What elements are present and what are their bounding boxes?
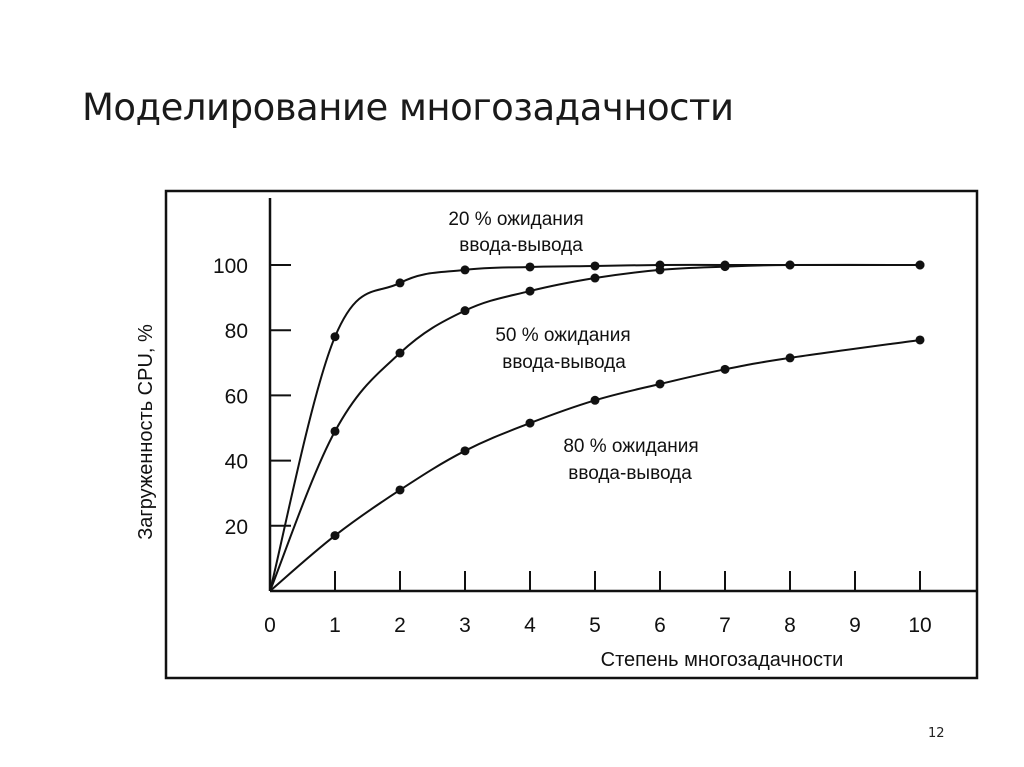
x-axis-label: Степень многозадачности — [601, 649, 844, 671]
x-tick-label: 1 — [329, 614, 341, 637]
data-point — [330, 426, 340, 436]
data-point — [395, 348, 405, 358]
x-tick-label: 5 — [589, 614, 601, 637]
annotation-80-line2: ввода-вывода — [568, 463, 692, 484]
data-point — [655, 265, 665, 275]
data-point — [525, 286, 535, 296]
annotation-50-line1: 50 % ожидания — [495, 325, 630, 346]
data-point — [460, 265, 470, 275]
x-tick-label: 3 — [459, 614, 471, 637]
x-tick-label: 8 — [784, 614, 796, 637]
data-point — [720, 364, 730, 374]
y-ticks: 20 40 60 80 100 — [213, 255, 291, 539]
data-point — [525, 262, 535, 272]
data-point — [590, 273, 600, 283]
y-tick-label: 80 — [225, 320, 248, 343]
chart-frame — [164, 189, 979, 680]
x-ticks: 0 1 2 3 4 5 6 7 8 9 10 — [264, 571, 932, 637]
data-point — [590, 395, 600, 405]
data-point — [785, 260, 795, 270]
data-point — [720, 262, 730, 272]
data-point — [655, 379, 665, 389]
x-tick-label: 9 — [849, 614, 861, 637]
series-line-0 — [269, 263, 920, 592]
data-point — [330, 531, 340, 541]
annotation-20-line1: 20 % ожидания — [448, 209, 583, 230]
page-number: 12 — [928, 726, 945, 741]
y-tick-label: 60 — [225, 385, 248, 408]
data-point — [590, 261, 600, 271]
series-line-1 — [269, 263, 921, 592]
x-tick-label: 6 — [654, 614, 666, 637]
x-tick-label: 7 — [719, 614, 731, 637]
data-point — [525, 418, 535, 428]
data-point — [785, 353, 795, 363]
series-line-2 — [269, 338, 921, 592]
data-point — [395, 278, 405, 288]
data-point — [915, 260, 925, 270]
annotation-50-line2: ввода-вывода — [502, 352, 626, 373]
x-tick-label: 10 — [908, 614, 931, 637]
x-tick-label: 2 — [394, 614, 406, 637]
x-tick-label: 4 — [524, 614, 536, 637]
annotation-20-line2: ввода-вывода — [459, 235, 583, 256]
y-tick-label: 100 — [213, 255, 248, 278]
data-point — [915, 335, 925, 345]
data-point — [460, 446, 470, 456]
series-lines — [269, 260, 925, 592]
slide-title: Моделирование многозадачности — [82, 86, 734, 129]
y-tick-label: 20 — [225, 516, 248, 539]
data-point — [460, 306, 470, 316]
data-point — [330, 332, 340, 342]
y-tick-label: 40 — [225, 451, 248, 474]
x-tick-label: 0 — [264, 614, 276, 637]
data-point — [395, 485, 405, 495]
annotation-80-line1: 80 % ожидания — [563, 436, 698, 457]
y-axis-label: Загруженность CPU, % — [135, 324, 157, 540]
